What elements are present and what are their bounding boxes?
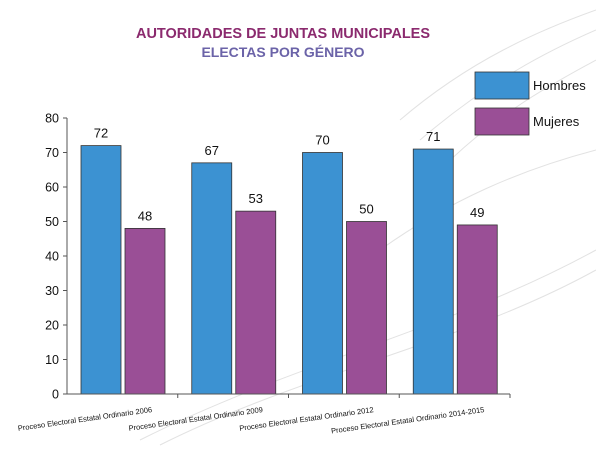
data-label: 67 bbox=[205, 143, 219, 158]
y-tick-label: 10 bbox=[45, 353, 59, 367]
legend-swatch-mujeres bbox=[474, 107, 530, 136]
data-label: 71 bbox=[426, 129, 440, 144]
y-tick-label: 80 bbox=[45, 112, 59, 126]
bar-mujeres bbox=[124, 227, 166, 395]
bar-mujeres bbox=[346, 221, 387, 395]
y-tick-label: 70 bbox=[45, 146, 59, 160]
data-label: 48 bbox=[138, 208, 152, 223]
data-labels: 72 48 67 53 70 50 71 49 bbox=[94, 126, 485, 224]
legend-swatch-hombres bbox=[474, 71, 530, 100]
bar-mujeres bbox=[235, 210, 277, 395]
legend-label-mujeres: Mujeres bbox=[533, 114, 580, 129]
y-tick-label: 0 bbox=[52, 388, 59, 402]
y-axis: 0 10 20 30 40 50 60 70 80 bbox=[45, 112, 67, 402]
bars bbox=[80, 145, 498, 395]
bar-hombres bbox=[191, 162, 233, 395]
y-tick-label: 40 bbox=[45, 250, 59, 264]
y-tick-label: 50 bbox=[45, 215, 59, 229]
legend: Hombres Mujeres bbox=[474, 71, 586, 136]
bar-mujeres bbox=[456, 224, 498, 395]
bar-hombres bbox=[412, 148, 454, 395]
chart-title: AUTORIDADES DE JUNTAS MUNICIPALES bbox=[136, 26, 430, 42]
chart-subtitle: ELECTAS POR GÉNERO bbox=[201, 44, 364, 60]
y-tick-label: 60 bbox=[45, 181, 59, 195]
legend-label-hombres: Hombres bbox=[533, 78, 586, 93]
bar-hombres bbox=[302, 152, 343, 395]
data-label: 53 bbox=[249, 191, 263, 206]
data-label: 70 bbox=[315, 133, 329, 148]
y-tick-label: 30 bbox=[45, 284, 59, 298]
bar-hombres bbox=[80, 145, 122, 395]
data-label: 50 bbox=[359, 202, 373, 217]
data-label: 49 bbox=[470, 205, 484, 220]
y-tick-label: 20 bbox=[45, 319, 59, 333]
data-label: 72 bbox=[94, 126, 108, 141]
